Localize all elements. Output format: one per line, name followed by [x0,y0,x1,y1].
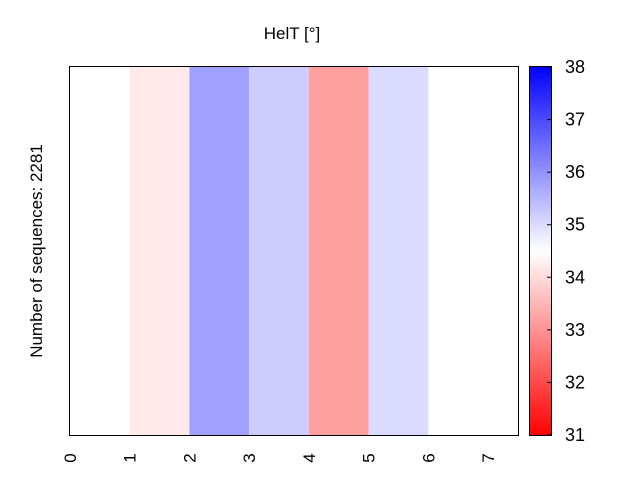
x-tick-label: 6 [419,453,438,462]
x-tick-label: 3 [240,453,259,462]
heatmap-cell-0 [70,67,130,435]
chart-title: HelT [°] [264,24,321,43]
plot-frame [69,66,519,436]
heatmap-cell-4 [308,67,369,435]
x-tick-label: 5 [360,453,379,462]
x-tick-label: 2 [180,453,199,462]
colorbar-ticks: 31 32 33 34 35 36 37 38 [547,57,585,445]
colorbar-tick-label: 35 [565,215,585,235]
colorbar-tick-label: 37 [565,110,585,130]
colorbar-tick-label: 33 [565,320,585,340]
colorbar-tick-label: 31 [565,425,585,445]
heatmap-cell-3 [249,67,309,435]
heatmap-cell-1 [129,67,190,435]
colorbar-tick-label: 38 [565,57,585,77]
heatmap-cells [70,67,518,435]
x-tick-label: 0 [61,453,80,462]
colorbar [529,66,552,436]
colorbar-tick-label: 32 [565,372,585,392]
x-axis-ticks: 0 1 2 3 4 5 6 7 [61,453,498,462]
colorbar-tick-label: 36 [565,162,585,182]
heatmap-cell-5 [368,67,429,435]
x-tick-label: 4 [300,453,319,462]
y-axis-label: Number of sequences: 2281 [27,144,46,358]
colorbar-tick-label: 34 [565,267,585,287]
x-tick-label: 1 [121,453,140,462]
heatmap-cell-6 [428,67,518,435]
heatmap-cell-2 [189,67,250,435]
x-tick-label: 7 [479,453,498,462]
